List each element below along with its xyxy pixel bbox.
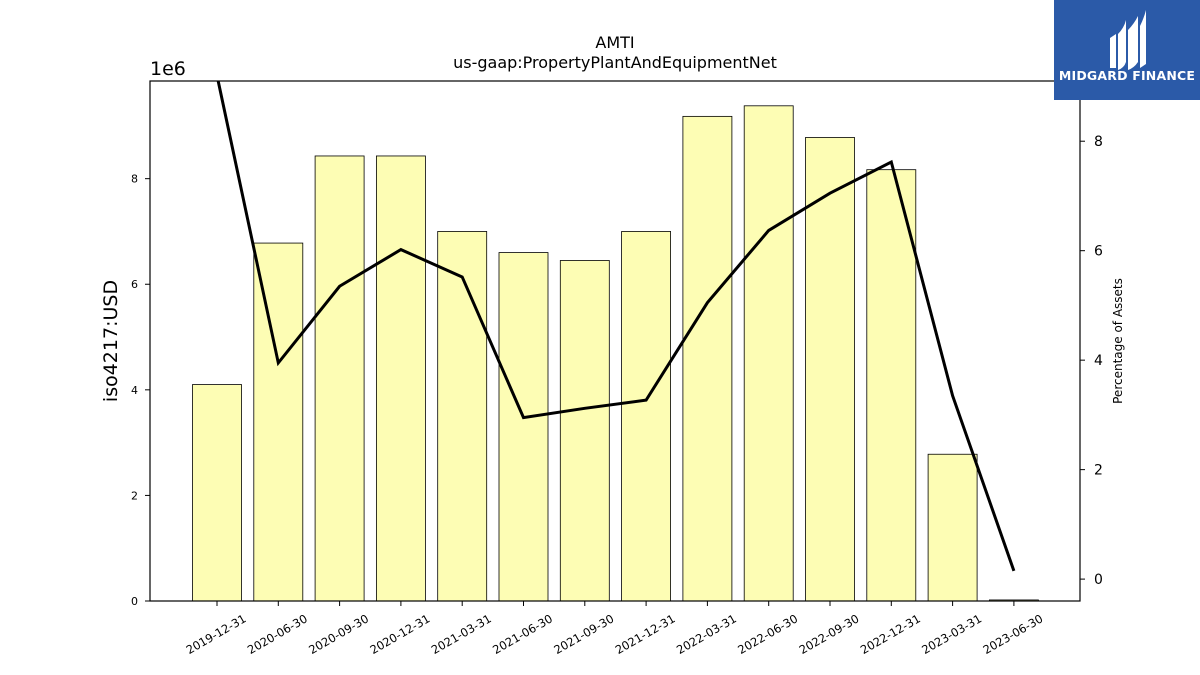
x-tick-label: 2021-06-30 <box>490 611 555 657</box>
x-tick-label: 2020-09-30 <box>306 611 371 657</box>
y-tick-label: 2 <box>131 489 138 502</box>
y-axis-label: iso4217:USD <box>100 280 122 402</box>
bar-2019-12-31 <box>192 384 242 602</box>
x-tick-label: 2022-06-30 <box>735 611 800 657</box>
x-tick-label: 2023-06-30 <box>981 611 1046 657</box>
y2-tick-label: 4 <box>1094 353 1103 369</box>
y2-tick-label: 0 <box>1094 572 1103 588</box>
y2-tick-label: 8 <box>1094 134 1103 150</box>
plot-frame <box>149 80 1081 602</box>
bar-2021-03-31 <box>437 231 488 602</box>
bar-2020-06-30 <box>253 242 304 602</box>
y-tick-label: 6 <box>131 278 138 291</box>
bar-2020-12-31 <box>375 155 426 602</box>
y2-tick-label: 6 <box>1094 244 1103 260</box>
bar-2022-03-31 <box>682 115 733 602</box>
y-offset-label: 1e6 <box>150 58 186 80</box>
bar-2021-09-30 <box>559 260 610 602</box>
x-tick-label: 2021-03-31 <box>429 611 494 657</box>
bar-2022-12-31 <box>866 169 917 602</box>
x-tick-label: 2022-12-31 <box>858 611 923 657</box>
bar-2021-06-30 <box>498 252 549 602</box>
y-tick-label: 8 <box>131 173 138 186</box>
chart-title: AMTI <box>595 33 634 52</box>
x-tick-label: 2020-06-30 <box>245 611 310 657</box>
x-tick-label: 2019-12-31 <box>184 611 249 657</box>
midgard-finance-logo: MIDGARD FINANCE <box>1054 0 1200 100</box>
y-tick-label: 4 <box>131 384 138 397</box>
x-tick-label: 2022-09-30 <box>797 611 862 657</box>
x-tick-label: 2020-12-31 <box>368 611 433 657</box>
logo-text: MIDGARD FINANCE <box>1058 68 1196 83</box>
x-tick-label: 2022-03-31 <box>674 611 739 657</box>
y-tick-label: 0 <box>131 595 138 608</box>
bar-2020-09-30 <box>314 155 365 602</box>
x-tick-label: 2021-09-30 <box>551 611 616 657</box>
y2-axis-label: Percentage of Assets <box>1111 278 1125 404</box>
y2-tick-label: 2 <box>1094 463 1103 479</box>
bar-2022-06-30 <box>743 105 794 602</box>
chart-subtitle: us-gaap:PropertyPlantAndEquipmentNet <box>453 53 777 72</box>
bar-2021-12-31 <box>621 231 671 602</box>
logo-mark-icon <box>1110 10 1146 70</box>
bar-2022-09-30 <box>805 137 855 602</box>
x-tick-label: 2021-12-31 <box>613 611 678 657</box>
bar-2023-03-31 <box>927 453 978 602</box>
x-tick-label: 2023-03-31 <box>919 611 984 657</box>
percentage-line <box>216 81 1016 572</box>
